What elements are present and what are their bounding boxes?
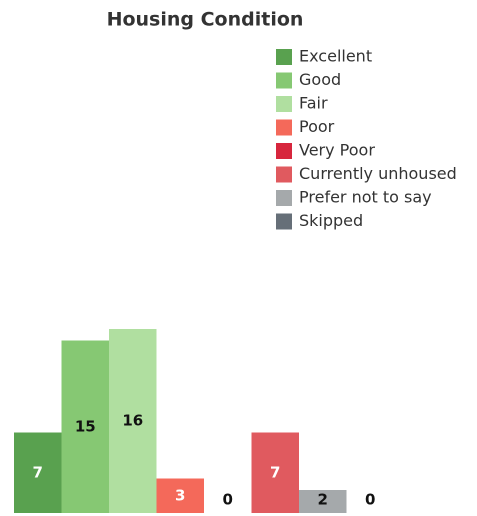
legend-label: Currently unhoused xyxy=(299,164,457,183)
data-label: 3 xyxy=(175,486,185,504)
data-label: 0 xyxy=(223,491,233,509)
legend-swatch xyxy=(276,190,292,206)
legend-swatch xyxy=(276,143,292,159)
data-label: 7 xyxy=(270,463,280,481)
legend-swatch xyxy=(276,166,292,183)
data-label: 15 xyxy=(75,417,96,435)
data-label: 0 xyxy=(365,491,375,509)
bar xyxy=(109,329,157,513)
legend-swatch xyxy=(276,96,292,112)
legend-swatch xyxy=(276,72,292,89)
legend-label: Good xyxy=(299,70,341,89)
bar xyxy=(61,340,109,513)
legend-swatch xyxy=(276,119,292,136)
legend-label: Very Poor xyxy=(299,141,375,160)
legend-label: Skipped xyxy=(299,211,363,230)
legend-label: Excellent xyxy=(299,47,372,66)
data-label: 7 xyxy=(33,463,43,481)
data-label: 16 xyxy=(122,412,143,430)
legend-swatch xyxy=(276,213,292,230)
bar xyxy=(156,478,204,513)
bar xyxy=(299,490,347,513)
legend-label: Poor xyxy=(299,117,335,136)
data-label: 2 xyxy=(318,491,328,509)
bar xyxy=(14,432,62,513)
legend-label: Fair xyxy=(299,94,328,113)
legend-label: Prefer not to say xyxy=(299,188,432,207)
chart-title: Housing Condition xyxy=(107,9,304,31)
bar xyxy=(251,432,299,513)
legend-swatch xyxy=(276,49,292,65)
